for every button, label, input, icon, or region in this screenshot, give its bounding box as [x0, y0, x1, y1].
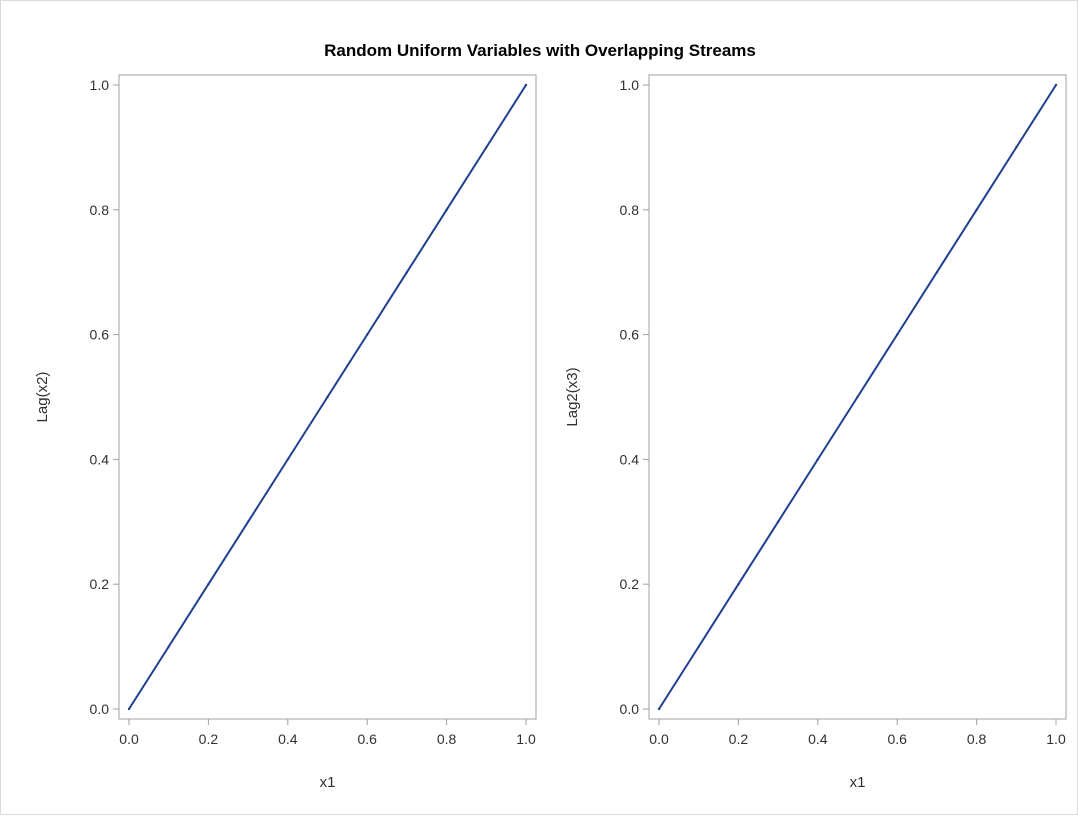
y-tick-label: 0.4 [620, 451, 640, 467]
data-point [246, 520, 250, 523]
y-tick-label: 0.4 [90, 451, 110, 467]
y-tick-label: 0.2 [620, 576, 640, 592]
y-tick-label: 1.0 [620, 77, 640, 93]
x-tick-label: 0.4 [808, 731, 828, 747]
panels-layer: 0.0 0.2 0.4 0.6 0.8 1.0 0.0 0.2 0.4 0.6 0.8 1.0 x1 La… [34, 74, 1067, 791]
x-tick-label: 0.2 [729, 731, 749, 747]
data-point [524, 83, 528, 87]
x-tick-label: 0.4 [278, 731, 298, 747]
plot-frame [648, 74, 1067, 720]
y-tick-label: 0.8 [90, 202, 110, 218]
y-tick-label: 0.8 [620, 202, 640, 218]
x-tick-label: 0.6 [887, 731, 907, 747]
plot-frame [118, 74, 537, 720]
data-point [127, 707, 131, 711]
y-tick-label: 1.0 [90, 77, 110, 93]
data-point [1054, 83, 1058, 87]
x-axis-label: x1 [320, 774, 336, 791]
x-tick-label: 1.0 [1046, 731, 1066, 747]
data-point [405, 271, 409, 274]
x-tick-label: 0.8 [437, 731, 457, 747]
x-tick-label: 0.2 [199, 731, 219, 747]
x-tick-label: 0.0 [119, 731, 139, 747]
x-tick-label: 0.0 [649, 731, 669, 747]
data-point [975, 208, 978, 211]
y-tick-label: 0.2 [90, 576, 110, 592]
data-point [167, 645, 170, 648]
x-tick-label: 0.8 [967, 731, 987, 747]
data-point [657, 707, 661, 711]
data-point [445, 208, 448, 211]
data-point [896, 333, 899, 336]
y-tick-label: 0.6 [620, 327, 640, 343]
x-tick-label: 0.6 [357, 731, 377, 747]
chart-title: Random Uniform Variables with Overlappin… [324, 41, 756, 60]
y-tick-label: 0.6 [90, 327, 110, 343]
data-point [366, 333, 369, 336]
y-axis-label: Lag(x2) [34, 372, 51, 423]
data-point [737, 583, 740, 586]
x-axis-label: x1 [850, 774, 866, 791]
data-point [776, 520, 780, 523]
plot-panel-2: 0.0 0.2 0.4 0.6 0.8 1.0 0.0 0.2 0.4 0.6 0.8 1.0 x1 La… [564, 74, 1067, 791]
data-point [935, 271, 939, 274]
data-point [485, 146, 488, 149]
data-point [326, 395, 329, 399]
y-tick-label: 0.0 [90, 701, 110, 717]
y-axis-label: Lag2(x3) [564, 367, 581, 426]
data-point [207, 583, 210, 586]
data-point [856, 395, 859, 399]
plot-panel-1: 0.0 0.2 0.4 0.6 0.8 1.0 0.0 0.2 0.4 0.6 0.8 1.0 x1 La… [34, 74, 537, 791]
y-tick-label: 0.0 [620, 701, 640, 717]
data-point [816, 458, 819, 461]
data-point [1015, 146, 1018, 149]
data-point [286, 458, 289, 461]
data-point [697, 645, 700, 648]
x-tick-label: 1.0 [516, 731, 536, 747]
